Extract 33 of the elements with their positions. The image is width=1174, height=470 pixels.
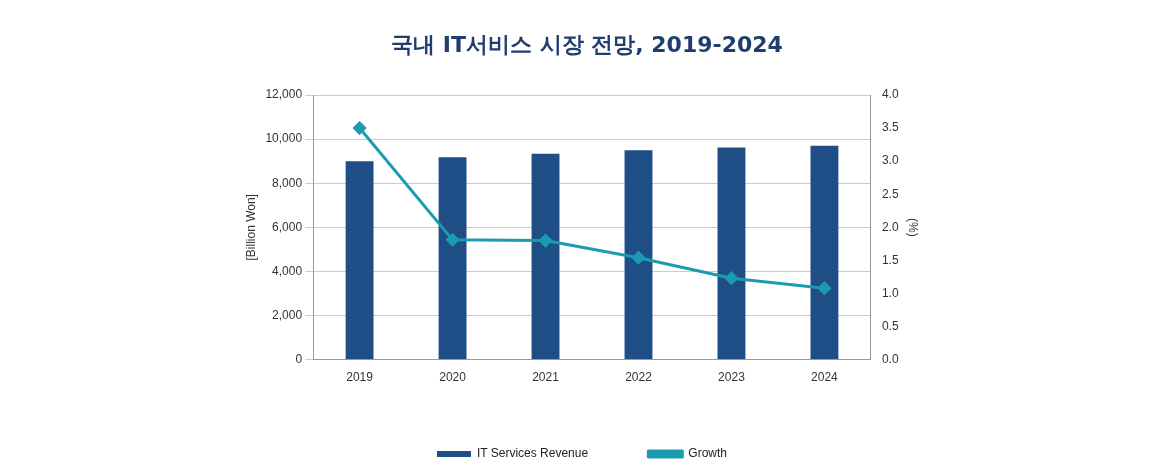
y2-tick-label: 1.0 xyxy=(881,285,899,300)
x-tick-label: 2020 xyxy=(439,370,467,385)
y2-tick-label: 0.0 xyxy=(881,351,899,366)
point xyxy=(539,234,553,248)
y2-tick-label: 2.5 xyxy=(881,186,899,201)
y2-tick-label: 3.0 xyxy=(881,153,899,168)
x-tick-label: 2022 xyxy=(625,370,653,385)
y2-tick-label: 0.5 xyxy=(881,318,899,333)
y-tick-label: 0 xyxy=(295,351,303,366)
point xyxy=(353,121,367,135)
y-tick-label: 8,000 xyxy=(272,175,303,190)
y-tick-label: 10,000 xyxy=(265,131,303,146)
y2-tick-label: 2.0 xyxy=(881,219,899,234)
y2-tick-label: 3.5 xyxy=(881,120,899,135)
y2-tick-label: 4.0 xyxy=(881,87,899,102)
y-tick-label: 12,000 xyxy=(265,87,303,102)
x-tick-label: 2023 xyxy=(718,370,746,385)
x-tick-label: 2024 xyxy=(811,370,839,385)
point xyxy=(817,281,831,295)
y2-axis-title: (%) xyxy=(906,217,921,237)
legend-label: Growth xyxy=(688,446,728,461)
x-tick-label: 2021 xyxy=(532,370,560,385)
x-tick-label: 2019 xyxy=(346,370,374,385)
point xyxy=(446,233,460,247)
point xyxy=(632,251,645,265)
y-tick-label: 6,000 xyxy=(272,219,303,234)
y-tick-label: 4,000 xyxy=(272,263,303,278)
chart-title: 국내 IT서비스 시장 전망, 2019-2024 xyxy=(390,31,784,59)
point xyxy=(724,271,738,285)
y2-tick-label: 1.5 xyxy=(881,252,899,267)
y-axis-title: [Billion Won] xyxy=(243,194,258,261)
legend-label: IT Services Revenue xyxy=(476,446,589,461)
y-tick-label: 2,000 xyxy=(272,307,303,322)
